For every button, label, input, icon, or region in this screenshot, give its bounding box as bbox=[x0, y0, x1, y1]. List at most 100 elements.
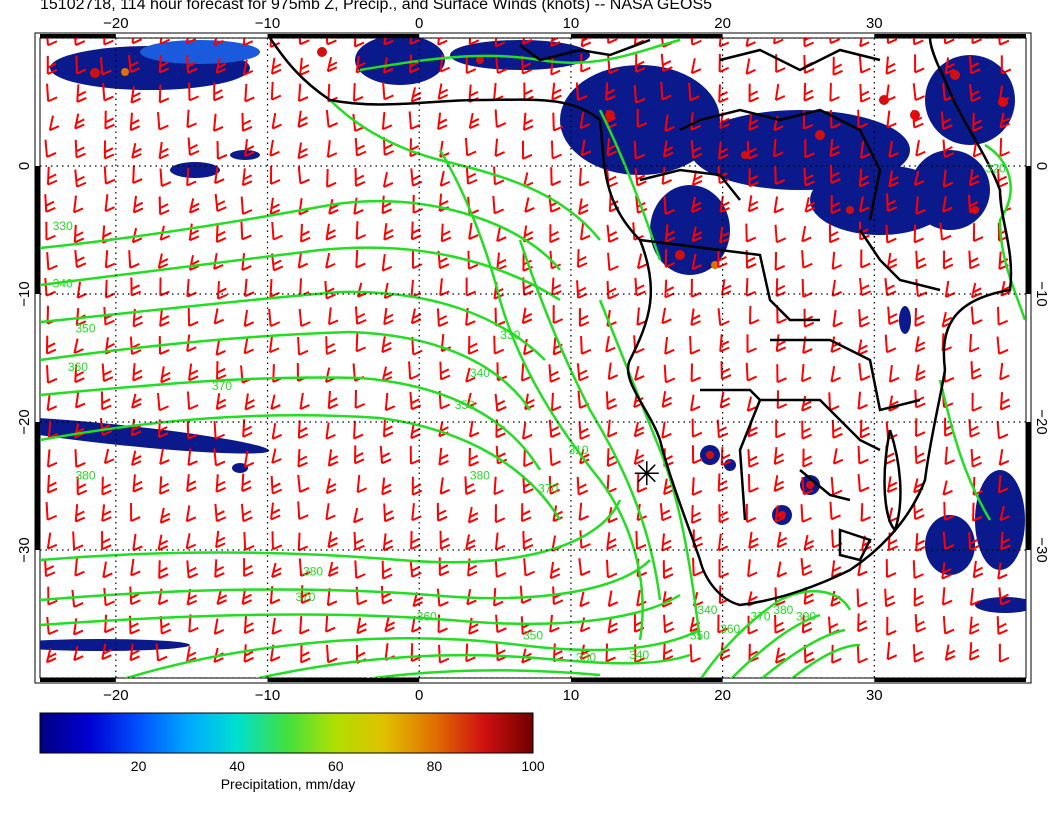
wind-barb bbox=[886, 252, 898, 270]
contour-label: 340 bbox=[53, 277, 73, 291]
lat-tick-label-right: −10 bbox=[1033, 281, 1050, 306]
wind-barb bbox=[464, 476, 476, 496]
wind-barb bbox=[888, 140, 899, 158]
wind-barb bbox=[160, 366, 171, 384]
wind-barb bbox=[493, 335, 505, 355]
wind-barb bbox=[354, 389, 366, 409]
wind-barb bbox=[663, 140, 674, 158]
wind-barb bbox=[999, 391, 1011, 411]
wind-barb bbox=[914, 336, 926, 353]
lat-tick-label-right: −30 bbox=[1033, 537, 1050, 562]
wind-barb bbox=[436, 502, 448, 522]
wind-barb bbox=[831, 644, 842, 664]
wind-barb bbox=[607, 38, 618, 45]
wind-barb bbox=[465, 534, 476, 551]
wind-barb bbox=[132, 474, 143, 493]
wind-barb bbox=[857, 339, 868, 356]
wind-barb bbox=[130, 558, 141, 577]
wind-barb bbox=[521, 503, 532, 523]
wind-barb bbox=[745, 503, 757, 523]
wind-barb bbox=[663, 196, 676, 215]
wind-barb bbox=[328, 199, 339, 215]
wind-barb bbox=[242, 38, 254, 47]
wind-barb bbox=[215, 224, 227, 243]
wind-barb bbox=[438, 644, 450, 664]
wind-barb bbox=[690, 363, 702, 383]
wind-barb bbox=[214, 503, 227, 523]
wind-barb bbox=[999, 138, 1010, 157]
wind-barb bbox=[577, 249, 588, 269]
wind-barb bbox=[468, 38, 480, 46]
wind-barb bbox=[128, 250, 140, 269]
frame-tick-bar bbox=[267, 678, 420, 682]
wind-barb bbox=[970, 449, 983, 468]
wind-barb bbox=[409, 559, 422, 578]
wind-barb bbox=[297, 336, 309, 356]
wind-barb bbox=[801, 614, 813, 634]
wind-barb bbox=[496, 252, 507, 271]
wind-barb bbox=[244, 139, 255, 158]
contour-label: 350 bbox=[455, 398, 475, 412]
wind-barb bbox=[99, 417, 113, 436]
wind-barb bbox=[803, 82, 814, 102]
colorbar-tick-label: 40 bbox=[229, 758, 245, 774]
wind-barb bbox=[972, 560, 984, 579]
wind-barb bbox=[45, 502, 58, 521]
wind-barb bbox=[913, 38, 924, 46]
wind-barb bbox=[244, 393, 255, 411]
wind-barb bbox=[775, 278, 786, 298]
wind-barb bbox=[327, 531, 338, 549]
wind-barb bbox=[353, 38, 365, 48]
colorbar-label: Precipitation, mm/day bbox=[220, 776, 356, 792]
wind-barb bbox=[664, 114, 675, 132]
wind-barb bbox=[857, 445, 869, 465]
wind-barb bbox=[551, 277, 562, 297]
wind-barb bbox=[970, 306, 983, 325]
wind-barb bbox=[269, 197, 281, 215]
wind-barb bbox=[46, 365, 58, 384]
frame-tick-bar bbox=[35, 422, 40, 550]
wind-barb bbox=[240, 221, 252, 241]
map-inner-frame bbox=[39, 37, 1027, 679]
wind-barb bbox=[410, 308, 422, 325]
wind-barb bbox=[408, 361, 420, 380]
wind-barb bbox=[271, 422, 283, 440]
wind-barb bbox=[46, 648, 57, 664]
wind-barb bbox=[914, 445, 926, 465]
wind-barb bbox=[325, 503, 336, 521]
lat-tick-label-left: −10 bbox=[16, 281, 33, 306]
wind-barb bbox=[915, 140, 926, 157]
wind-barb bbox=[720, 361, 732, 380]
lon-tick-label-bottom: 20 bbox=[714, 687, 731, 704]
wind-barb bbox=[858, 309, 870, 328]
lat-tick-label-left: −30 bbox=[16, 537, 33, 562]
wind-barb bbox=[942, 480, 953, 496]
wind-barb bbox=[325, 367, 336, 383]
wind-barb bbox=[972, 223, 984, 242]
wind-barb bbox=[188, 198, 200, 214]
lon-tick-label-top: 10 bbox=[563, 15, 580, 32]
wind-barb bbox=[690, 394, 701, 412]
wind-barb bbox=[858, 168, 870, 188]
wind-barb bbox=[215, 393, 227, 411]
wind-barb bbox=[159, 448, 170, 465]
wind-barb bbox=[131, 38, 143, 45]
contour-label: 350 bbox=[690, 629, 710, 643]
wind-barb bbox=[523, 172, 534, 188]
wind-barb bbox=[101, 504, 112, 523]
wind-barb bbox=[381, 336, 392, 354]
wind-barb bbox=[157, 112, 169, 131]
wind-barb bbox=[636, 253, 648, 270]
wind-barb bbox=[803, 167, 815, 187]
wind-barb bbox=[299, 392, 310, 411]
wind-barb bbox=[972, 502, 983, 522]
wind-barb bbox=[131, 450, 142, 467]
wind-barb bbox=[633, 140, 646, 160]
wind-barb bbox=[576, 280, 588, 299]
wind-barb bbox=[271, 617, 282, 635]
wind-barb bbox=[914, 614, 927, 633]
wind-barb bbox=[46, 449, 58, 468]
wind-barb bbox=[325, 336, 337, 356]
wind-barb bbox=[717, 533, 729, 552]
wind-barb bbox=[465, 367, 476, 383]
